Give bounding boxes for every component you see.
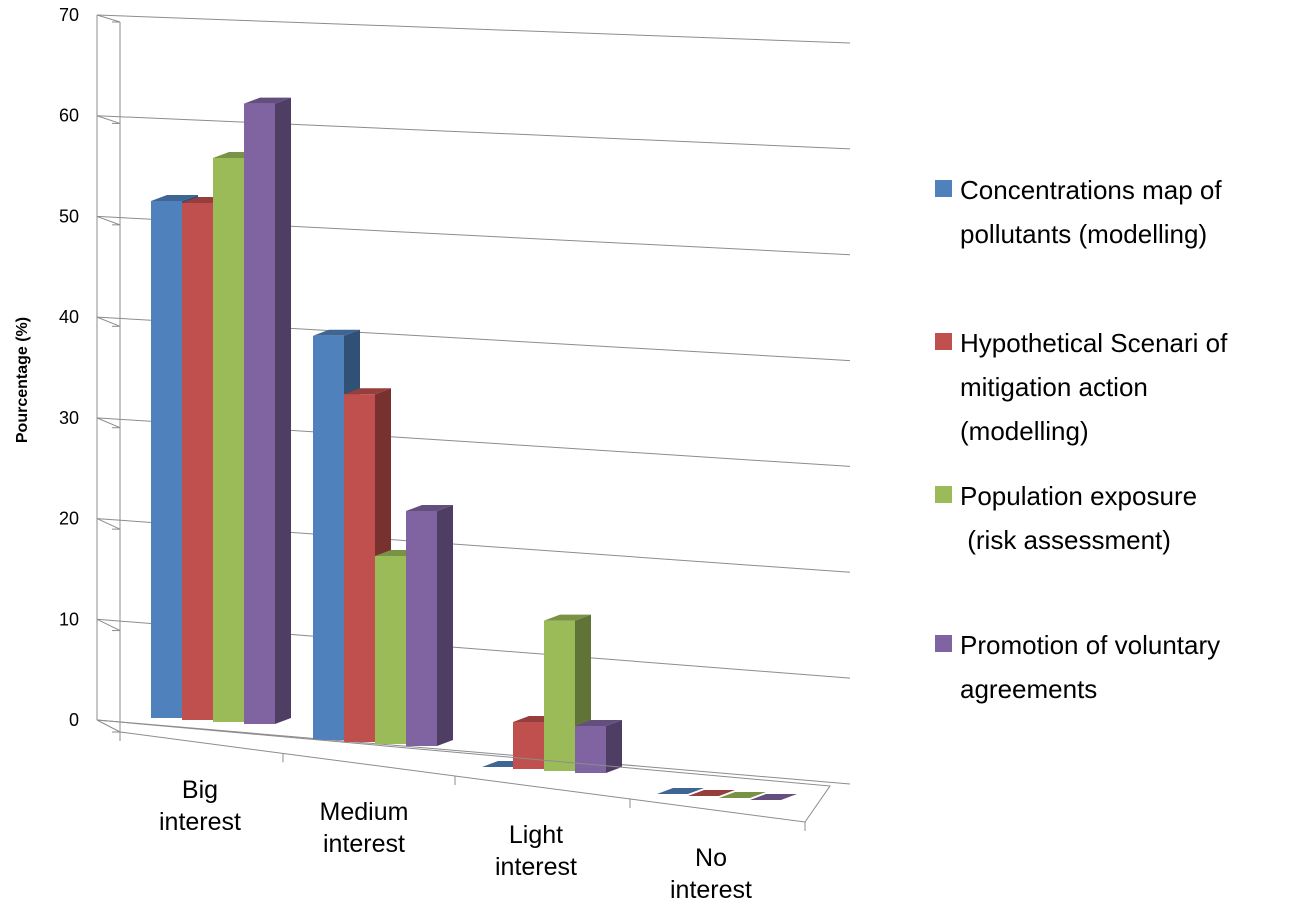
legend-item: Population exposure (risk assessment) bbox=[935, 481, 1197, 555]
bar-front bbox=[244, 103, 275, 725]
bar-top bbox=[151, 195, 198, 201]
gridline bbox=[96, 719, 851, 785]
category-label: No interest bbox=[670, 844, 752, 904]
legend-swatch bbox=[935, 180, 952, 197]
bar-top bbox=[688, 790, 735, 796]
legend-item: Hypothetical Scenari of mitigation action… bbox=[935, 328, 1228, 446]
bar-top bbox=[544, 614, 591, 621]
y-tick-connector bbox=[96, 618, 121, 632]
bar-top bbox=[657, 788, 704, 794]
category-label: Medium interest bbox=[320, 798, 409, 858]
legend-label: Concentrations map of pollutants (modelli… bbox=[960, 175, 1222, 249]
legend-label: Population exposure (risk assessment) bbox=[960, 481, 1197, 555]
y-tick-connector bbox=[96, 215, 121, 226]
bar bbox=[657, 788, 704, 794]
bar-front bbox=[182, 203, 213, 720]
bar-top bbox=[344, 388, 391, 395]
bar-front bbox=[151, 201, 182, 718]
y-tick-label: 0 bbox=[69, 710, 79, 730]
legend-swatch bbox=[935, 486, 952, 503]
y-tick-label: 30 bbox=[59, 408, 79, 428]
bar-top bbox=[313, 329, 360, 336]
gridline bbox=[96, 115, 851, 150]
y-tick-label: 50 bbox=[59, 206, 79, 226]
bars bbox=[151, 97, 797, 800]
bar-front bbox=[344, 394, 375, 742]
y-tick-connector bbox=[96, 14, 121, 23]
y-tick-connector bbox=[96, 417, 121, 429]
bar bbox=[244, 97, 291, 725]
floor bbox=[96, 719, 831, 823]
legend: Concentrations map of pollutants (modelli… bbox=[935, 175, 1228, 704]
bar-front bbox=[513, 722, 544, 769]
legend-item: Concentrations map of pollutants (modelli… bbox=[935, 175, 1222, 249]
bar-top bbox=[719, 792, 766, 798]
y-tick-label: 20 bbox=[59, 509, 79, 529]
y-tick-connector bbox=[96, 518, 121, 530]
y-tick-connector bbox=[96, 719, 121, 733]
category-label: Big interest bbox=[159, 776, 241, 836]
bar bbox=[688, 790, 735, 796]
y-tick-label: 40 bbox=[59, 307, 79, 327]
bar bbox=[406, 505, 453, 746]
legend-item: Promotion of voluntary agreements bbox=[935, 630, 1220, 704]
bar-front bbox=[575, 726, 606, 773]
bar-front bbox=[544, 620, 575, 771]
bar-top bbox=[575, 720, 622, 726]
bar-side bbox=[437, 505, 453, 746]
bar-top bbox=[406, 505, 453, 511]
gridline bbox=[96, 14, 851, 44]
y-axis-label: Pourcentage (%) bbox=[14, 317, 31, 443]
legend-label: Promotion of voluntary agreements bbox=[960, 630, 1220, 704]
bar-side bbox=[606, 720, 622, 773]
y-tick-label: 10 bbox=[59, 609, 79, 629]
bar-front bbox=[406, 511, 437, 746]
bar-top bbox=[750, 794, 797, 800]
bar bbox=[750, 794, 797, 800]
bar-front bbox=[313, 335, 344, 740]
x-axis: Big interest Medium interest Light interest No… bbox=[96, 719, 831, 904]
legend-label: Hypothetical Scenari of mitigation action… bbox=[960, 328, 1228, 446]
bar-top bbox=[244, 97, 291, 104]
bar-side bbox=[275, 97, 291, 725]
bar bbox=[719, 792, 766, 798]
legend-swatch bbox=[935, 635, 952, 652]
bar-front bbox=[375, 556, 406, 744]
y-tick-label: 70 bbox=[59, 5, 79, 25]
category-label: Light interest bbox=[495, 821, 577, 881]
y-tick-connector bbox=[96, 316, 121, 327]
y-tick-label: 60 bbox=[59, 106, 79, 126]
bar-front bbox=[213, 158, 244, 722]
y-axis: 0 10 20 30 40 50 60 70 bbox=[59, 5, 121, 733]
legend-swatch bbox=[935, 333, 952, 350]
y-tick-connector bbox=[96, 115, 121, 124]
